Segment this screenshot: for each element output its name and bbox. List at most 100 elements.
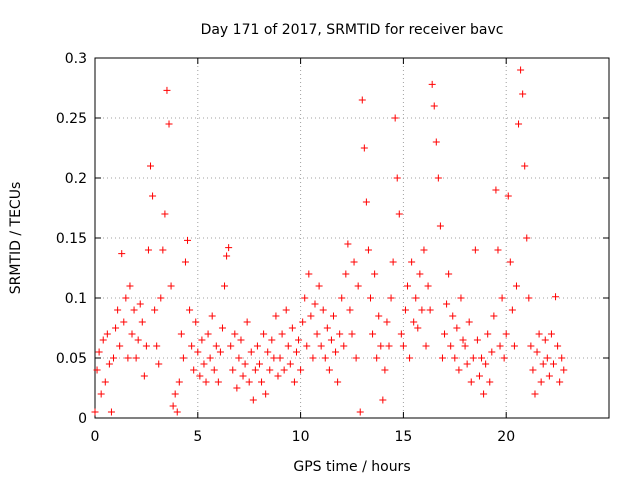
data-point xyxy=(463,360,471,368)
data-point xyxy=(329,312,337,320)
data-point xyxy=(352,354,360,362)
data-point xyxy=(461,342,469,350)
data-point xyxy=(541,336,549,344)
data-point xyxy=(438,354,446,362)
data-point xyxy=(527,342,535,350)
data-point xyxy=(282,306,290,314)
data-point xyxy=(459,336,467,344)
data-point xyxy=(303,342,311,350)
data-point xyxy=(387,294,395,302)
data-point xyxy=(192,318,200,326)
data-point xyxy=(430,102,438,110)
data-point xyxy=(105,360,113,368)
data-point xyxy=(369,330,377,338)
data-point xyxy=(268,336,276,344)
data-point xyxy=(262,390,270,398)
data-point xyxy=(103,330,111,338)
data-point xyxy=(515,120,523,128)
data-point xyxy=(101,378,109,386)
x-tick-labels: 0 5 10 15 20 xyxy=(91,429,516,445)
data-point xyxy=(389,258,397,266)
data-point xyxy=(473,336,481,344)
data-point xyxy=(494,246,502,254)
data-point xyxy=(327,336,335,344)
data-point xyxy=(375,312,383,320)
data-point xyxy=(556,378,564,386)
data-point xyxy=(539,360,547,368)
data-point xyxy=(272,312,280,320)
data-point xyxy=(301,294,309,302)
data-point xyxy=(221,282,229,290)
data-point xyxy=(340,342,348,350)
data-point xyxy=(130,306,138,314)
data-point xyxy=(447,342,455,350)
data-point xyxy=(292,348,300,356)
data-point xyxy=(469,354,477,362)
data-point xyxy=(500,354,508,362)
data-point xyxy=(420,246,428,254)
data-point xyxy=(227,342,235,350)
x-tick-label: 0 xyxy=(91,429,100,445)
data-point xyxy=(373,354,381,362)
data-point xyxy=(547,330,555,338)
data-point xyxy=(223,252,231,260)
data-point xyxy=(163,86,171,94)
data-point xyxy=(525,294,533,302)
data-point xyxy=(412,294,420,302)
data-point xyxy=(344,240,352,248)
data-point xyxy=(126,282,134,290)
data-point xyxy=(233,384,241,392)
data-point xyxy=(492,186,500,194)
data-point xyxy=(214,378,222,386)
data-point xyxy=(251,366,259,374)
data-point xyxy=(297,366,305,374)
data-point xyxy=(434,174,442,182)
data-point xyxy=(482,360,490,368)
data-point xyxy=(517,66,525,74)
data-point xyxy=(309,354,317,362)
x-tick-label: 10 xyxy=(292,429,310,445)
data-point xyxy=(212,342,220,350)
data-point xyxy=(188,342,196,350)
data-point xyxy=(229,366,237,374)
grid-lines xyxy=(95,58,609,418)
data-point xyxy=(535,330,543,338)
data-point xyxy=(502,330,510,338)
data-point xyxy=(332,348,340,356)
data-point xyxy=(478,354,486,362)
data-point xyxy=(422,342,430,350)
data-point xyxy=(453,324,461,332)
data-point xyxy=(416,270,424,278)
data-point xyxy=(140,372,148,380)
data-point xyxy=(305,270,313,278)
data-point xyxy=(290,378,298,386)
data-point xyxy=(558,354,566,362)
data-point xyxy=(449,312,457,320)
data-point xyxy=(206,354,214,362)
data-point xyxy=(475,372,483,380)
data-point xyxy=(428,80,436,88)
data-points xyxy=(91,66,568,416)
data-point xyxy=(336,330,344,338)
data-point xyxy=(307,312,315,320)
data-point xyxy=(498,294,506,302)
data-point xyxy=(208,312,216,320)
data-point xyxy=(360,144,368,152)
data-point xyxy=(258,378,266,386)
data-point xyxy=(286,360,294,368)
data-point xyxy=(362,198,370,206)
data-point xyxy=(91,408,99,416)
data-point xyxy=(239,372,247,380)
data-point xyxy=(379,396,387,404)
data-point xyxy=(122,294,130,302)
x-tick-label: 15 xyxy=(394,429,412,445)
data-point xyxy=(165,120,173,128)
y-tick-label: 0.05 xyxy=(56,351,87,367)
y-tick-label: 0.15 xyxy=(56,231,87,247)
data-point xyxy=(112,324,120,332)
data-point xyxy=(512,282,520,290)
data-point xyxy=(549,360,557,368)
data-point xyxy=(484,330,492,338)
